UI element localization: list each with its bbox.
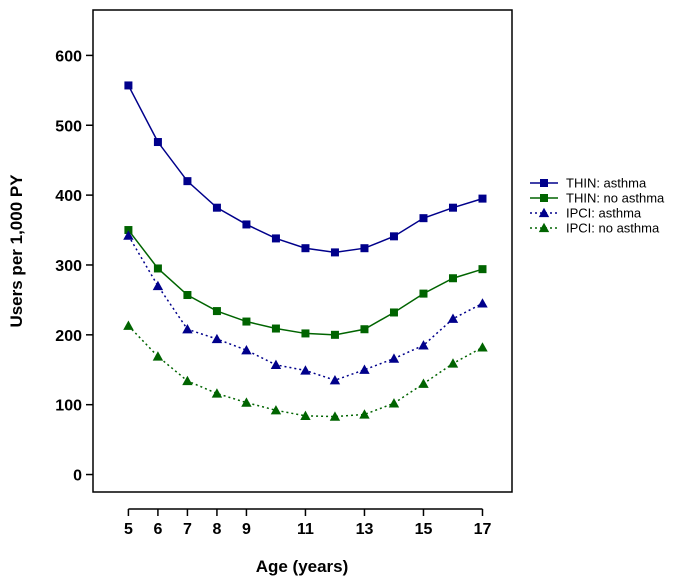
data-point <box>447 358 459 368</box>
x-tick-label: 7 <box>183 521 192 538</box>
legend-marker <box>540 179 548 187</box>
legend-marker <box>540 194 548 202</box>
data-point <box>478 265 487 274</box>
data-point <box>418 378 429 388</box>
legend-marker <box>538 222 550 233</box>
data-point <box>448 203 457 212</box>
data-point <box>211 333 223 344</box>
series-layer <box>123 81 488 421</box>
data-point <box>477 342 488 352</box>
data-point <box>360 325 369 334</box>
data-point <box>419 214 428 223</box>
x-tick-label: 5 <box>124 521 133 538</box>
data-point <box>212 203 221 212</box>
data-point <box>152 280 164 291</box>
x-axis: 5 6 7 8 9 11 13 15 17 <box>124 508 492 538</box>
data-point <box>152 351 164 361</box>
data-point <box>182 375 193 386</box>
x-tick-label: 11 <box>297 521 314 538</box>
data-point <box>123 230 134 240</box>
data-point <box>359 409 370 419</box>
legend-label: THIN: asthma <box>566 176 647 191</box>
data-point <box>478 194 487 203</box>
data-point <box>419 289 428 298</box>
data-point <box>241 344 252 355</box>
y-axis: 0 100 200 300 400 500 600 <box>55 48 93 485</box>
y-tick-label: 0 <box>73 468 82 485</box>
legend-label: IPCI: asthma <box>566 206 642 221</box>
data-point <box>271 234 280 243</box>
data-point <box>448 274 457 283</box>
data-point <box>300 410 311 421</box>
y-tick-label: 200 <box>55 328 82 345</box>
data-point <box>301 329 310 338</box>
series-3 <box>123 320 488 421</box>
data-point <box>182 324 193 334</box>
x-tick-label: 15 <box>415 521 433 538</box>
data-point <box>360 244 369 253</box>
y-tick-label: 400 <box>55 188 82 205</box>
legend-item: IPCI: no asthma <box>530 221 660 236</box>
y-tick-label: 600 <box>55 48 82 65</box>
x-tick-label: 8 <box>212 521 221 538</box>
legend-item: IPCI: asthma <box>530 206 642 221</box>
data-point <box>359 364 370 374</box>
data-point <box>388 398 400 408</box>
y-tick-label: 100 <box>55 398 82 415</box>
legend-label: THIN: no asthma <box>566 191 665 206</box>
legend-label: IPCI: no asthma <box>566 221 660 236</box>
legend-marker <box>538 207 550 218</box>
x-tick-label: 13 <box>356 521 374 538</box>
data-point <box>270 405 282 415</box>
data-point <box>329 411 341 421</box>
legend-item: THIN: asthma <box>530 176 647 191</box>
legend-item: THIN: no asthma <box>530 191 665 206</box>
series-1 <box>124 226 487 339</box>
series-line <box>127 85 483 254</box>
data-point <box>271 324 280 333</box>
x-tick-label: 9 <box>242 521 251 538</box>
data-point <box>211 388 223 398</box>
data-point <box>418 340 429 350</box>
data-point <box>447 313 459 323</box>
y-axis-title: Users per 1,000 PY <box>7 174 26 328</box>
data-point <box>389 232 398 241</box>
data-point <box>388 353 400 363</box>
data-point <box>183 177 192 186</box>
data-point <box>330 330 339 339</box>
data-point <box>241 397 252 407</box>
data-point <box>242 317 251 326</box>
data-point <box>183 291 192 300</box>
plot-frame <box>92 9 513 493</box>
data-point <box>270 359 282 370</box>
data-point <box>124 81 133 90</box>
data-point <box>477 298 488 308</box>
data-point <box>124 226 133 235</box>
y-tick-label: 500 <box>55 118 82 135</box>
data-point <box>153 264 162 273</box>
series-line <box>127 235 483 382</box>
data-point <box>329 375 341 385</box>
data-point <box>153 138 162 147</box>
x-axis-title: Age (years) <box>256 557 349 576</box>
data-point <box>212 307 221 316</box>
data-point <box>242 220 251 229</box>
series-0 <box>124 81 487 257</box>
x-tick-label: 6 <box>153 521 162 538</box>
y-tick-label: 300 <box>55 258 82 275</box>
data-point <box>300 365 311 375</box>
x-tick-label: 17 <box>474 521 492 538</box>
data-point <box>301 244 310 253</box>
series-2 <box>123 230 488 385</box>
data-point <box>389 308 398 317</box>
data-point <box>330 248 339 257</box>
data-point <box>123 320 134 330</box>
